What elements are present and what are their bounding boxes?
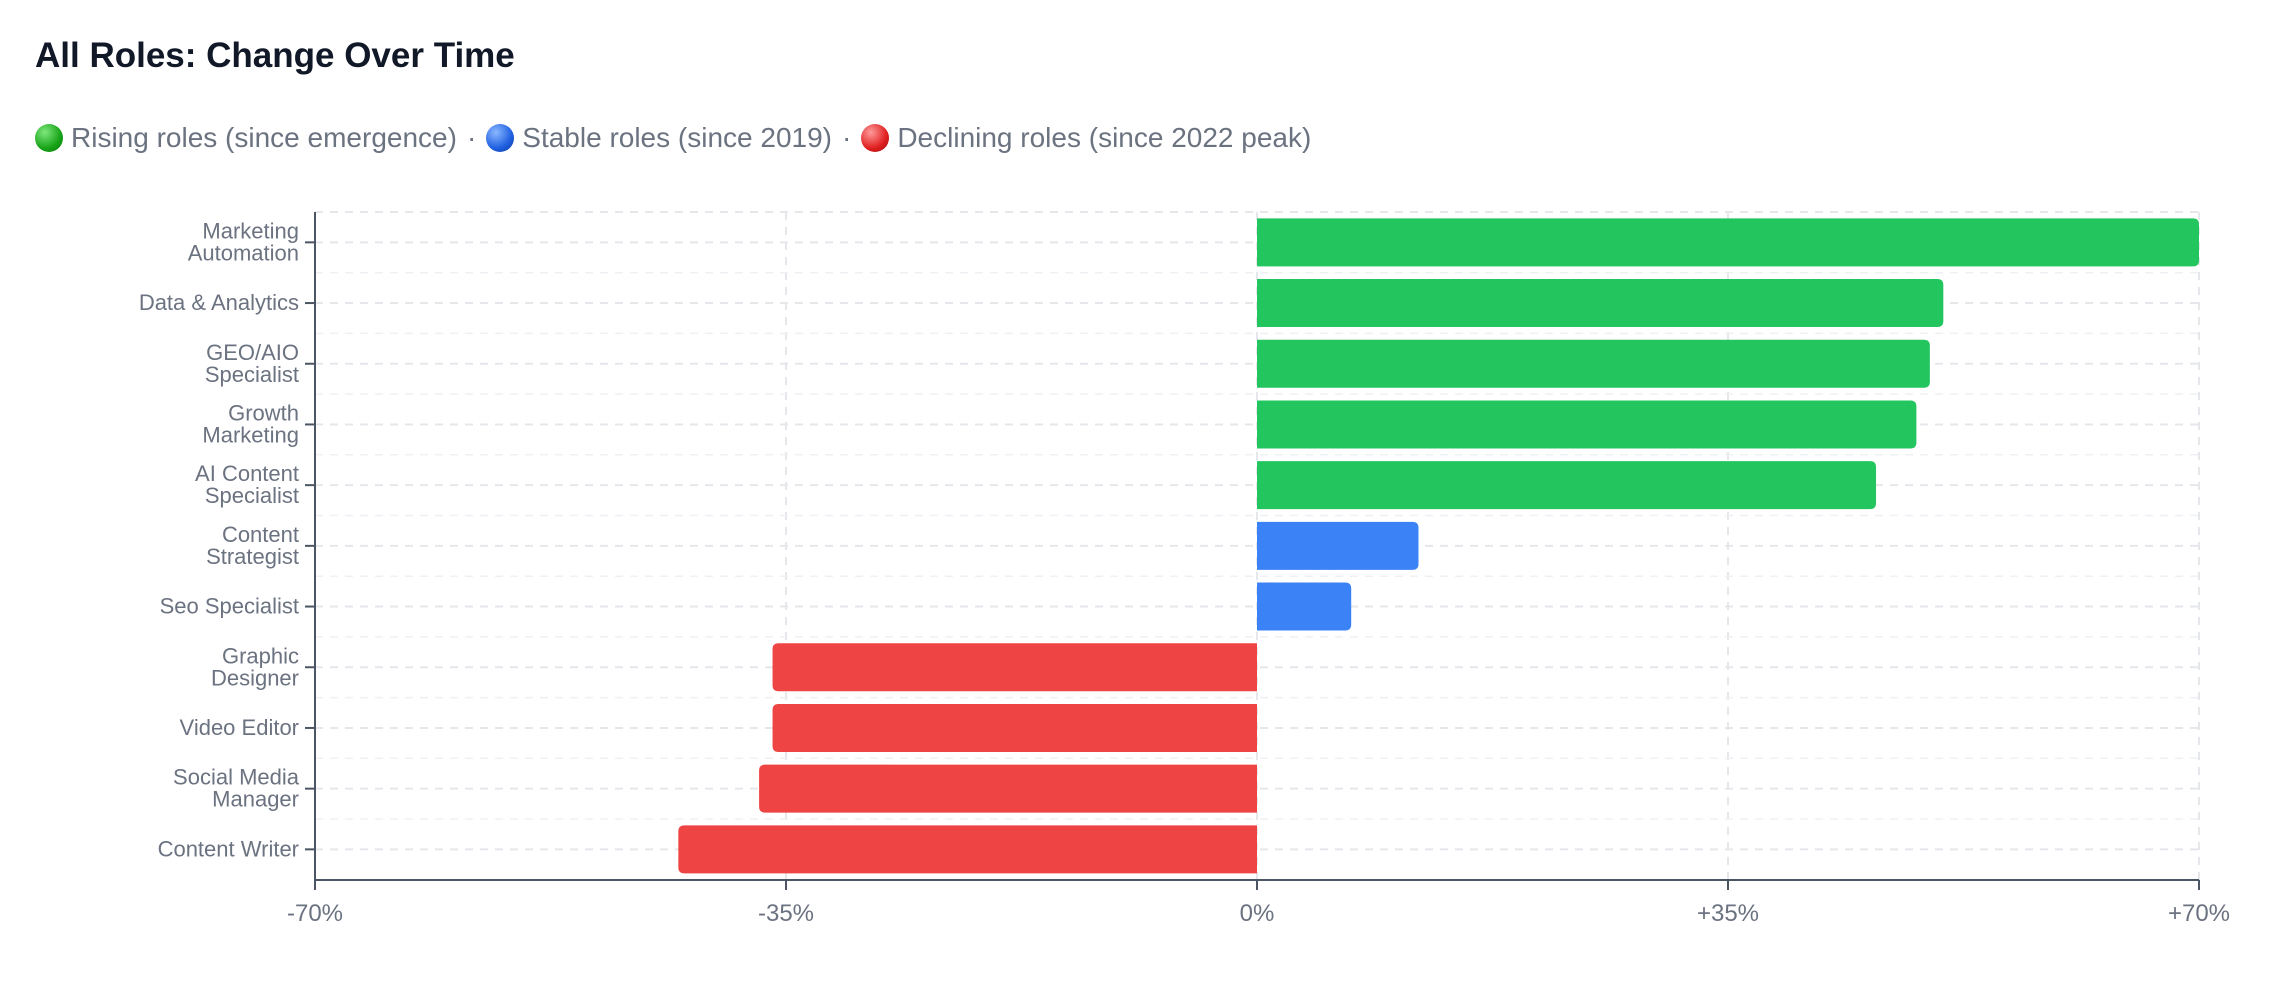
- y-tick-label: Video Editor: [180, 715, 299, 740]
- y-tick-label: Seo Specialist: [160, 594, 299, 619]
- bar: [1257, 521, 1419, 570]
- y-tick-label: AI Content: [195, 461, 299, 486]
- bar: [1257, 582, 1352, 631]
- legend: Rising roles (since emergence) · Stable …: [35, 122, 1311, 154]
- legend-separator: ·: [466, 122, 477, 153]
- y-tick-label: Graphic: [222, 643, 299, 668]
- bar: [1257, 400, 1917, 449]
- y-tick-label: Content: [222, 522, 299, 547]
- bar: [759, 764, 1257, 813]
- legend-label-rising: Rising roles (since emergence): [71, 122, 457, 153]
- chart-title: All Roles: Change Over Time: [35, 36, 515, 75]
- y-tick-label: Growth: [228, 400, 299, 425]
- y-tick-label: Designer: [211, 665, 299, 690]
- bar: [772, 643, 1257, 692]
- bar: [1257, 461, 1877, 510]
- legend-dot-declining: [861, 124, 890, 152]
- y-tick-label: Content Writer: [158, 836, 299, 861]
- legend-dot-rising: [35, 124, 63, 152]
- y-tick-label: Specialist: [205, 483, 299, 508]
- legend-label-stable: Stable roles (since 2019): [522, 122, 832, 153]
- x-tick-label: +35%: [1697, 900, 1759, 927]
- bar: [1257, 218, 2199, 267]
- legend-label-declining: Declining roles (since 2022 peak): [897, 122, 1312, 153]
- x-tick-label: 0%: [1240, 900, 1275, 927]
- bar: [1257, 279, 1944, 328]
- y-tick-label: Marketing: [202, 422, 299, 447]
- bar: [772, 703, 1257, 752]
- y-tick-label: Automation: [188, 240, 299, 265]
- legend-separator: ·: [842, 122, 852, 153]
- y-tick-label: Data & Analytics: [139, 290, 299, 315]
- bar: [678, 825, 1257, 874]
- y-tick-label: Specialist: [205, 362, 299, 387]
- y-tick-label: Marketing: [202, 218, 299, 243]
- x-tick-label: -70%: [287, 900, 343, 927]
- legend-dot-stable: [486, 124, 515, 152]
- x-tick-label: +70%: [2168, 900, 2230, 927]
- y-tick-label: Strategist: [206, 544, 299, 569]
- y-tick-label: Social Media: [173, 765, 300, 790]
- bar: [1257, 339, 1930, 388]
- x-tick-label: -35%: [758, 900, 814, 927]
- y-tick-label: Manager: [212, 787, 299, 812]
- y-tick-label: GEO/AIO: [206, 340, 299, 365]
